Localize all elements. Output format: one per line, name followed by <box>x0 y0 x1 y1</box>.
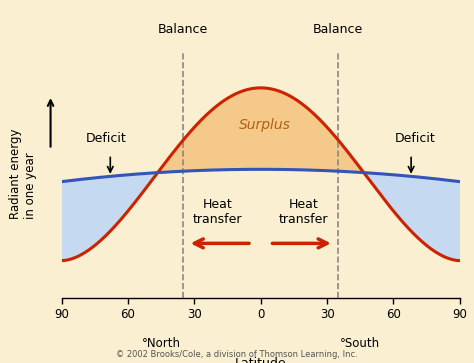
Text: Radiant energy
in one year: Radiant energy in one year <box>9 129 37 220</box>
Text: °North: °North <box>142 337 181 350</box>
Text: Balance: Balance <box>158 23 209 36</box>
Text: Deficit: Deficit <box>395 132 436 144</box>
Text: Heat
transfer: Heat transfer <box>279 198 328 226</box>
Text: Surplus: Surplus <box>239 118 291 132</box>
Text: °South: °South <box>340 337 380 350</box>
Text: Deficit: Deficit <box>85 132 126 144</box>
Text: Latitude: Latitude <box>235 357 286 363</box>
Text: Balance: Balance <box>313 23 363 36</box>
Text: © 2002 Brooks/Cole, a division of Thomson Learning, Inc.: © 2002 Brooks/Cole, a division of Thomso… <box>116 350 358 359</box>
Text: Heat
transfer: Heat transfer <box>193 198 242 226</box>
